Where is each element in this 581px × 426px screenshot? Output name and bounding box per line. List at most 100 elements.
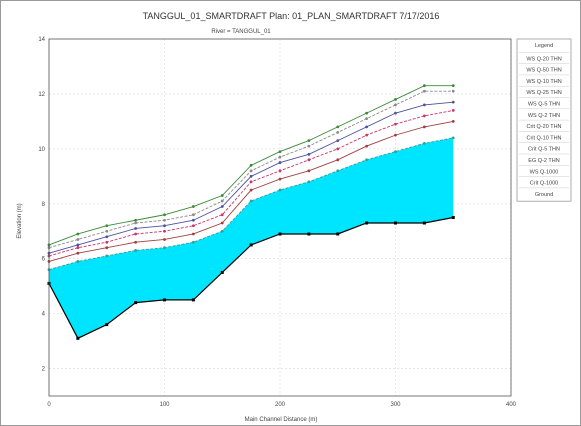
series-point (105, 246, 109, 250)
series-point (422, 103, 426, 107)
x-tick-label: 400 (506, 402, 517, 408)
y-tick-label: 8 (42, 202, 46, 208)
series-point (451, 109, 455, 112)
legend-item: Ground (535, 192, 553, 198)
series-point (105, 224, 109, 228)
y-tick-label: 12 (38, 92, 45, 98)
series-point (365, 133, 369, 137)
series-point (451, 89, 455, 93)
legend-item: WS Q-1000 (530, 169, 559, 175)
series-point (105, 235, 109, 239)
series-point (278, 177, 282, 181)
series-point (76, 260, 80, 263)
series-point (307, 144, 311, 148)
series-point (365, 125, 369, 129)
series-point (249, 174, 253, 178)
series-point (163, 224, 166, 228)
legend-item: WS Q-50 THN (526, 68, 561, 74)
x-tick-label: 0 (47, 402, 51, 408)
series-point (163, 229, 166, 233)
ground-point (249, 243, 253, 247)
legend-item: Crit Q-10 THN (526, 135, 561, 141)
series-point (365, 144, 369, 148)
ground-point (336, 232, 340, 236)
series-point (451, 100, 455, 104)
plot-frame (48, 38, 512, 397)
ground-point (394, 221, 397, 225)
series-point (163, 213, 166, 217)
series-point (422, 125, 426, 129)
series-point (191, 205, 195, 208)
x-tick-label: 300 (390, 402, 401, 408)
legend-item: WS Q-25 THN (526, 90, 561, 96)
series-point (163, 238, 166, 241)
ground-point (134, 301, 138, 305)
legend-item: WS Q-20 THN (526, 56, 561, 62)
y-axis-label: Elevation (m) (17, 203, 23, 238)
series-point (249, 199, 253, 203)
ground-point (365, 221, 369, 225)
series-point (394, 150, 397, 153)
series-point (249, 169, 253, 173)
series-point (365, 158, 369, 162)
series-point (307, 169, 311, 173)
series-point (134, 232, 138, 236)
series-point (278, 161, 282, 164)
series-point (191, 213, 195, 217)
ground-point (105, 323, 109, 327)
chart-subtitle: River = TANGGUL_01 (211, 29, 271, 35)
y-tick-label: 14 (38, 37, 45, 43)
x-axis-label: Main Channel Distance (m) (245, 417, 318, 423)
series-point (163, 218, 166, 222)
ground-point (191, 298, 195, 302)
series-point (76, 246, 80, 250)
series-point (220, 221, 224, 225)
series-point (336, 130, 340, 134)
series-point (336, 169, 340, 173)
ground-point (307, 232, 311, 236)
series-point (220, 229, 224, 233)
legend-item: EG Q-2 THN (528, 158, 559, 164)
series-point (105, 240, 109, 244)
series-point (191, 240, 195, 244)
ground-point (278, 232, 282, 236)
series-point (365, 117, 369, 121)
ground-point (451, 216, 455, 219)
series-point (134, 249, 138, 252)
series-point (336, 125, 340, 129)
series-point (134, 218, 138, 222)
series-point (105, 229, 109, 233)
ground-point (220, 270, 224, 274)
y-tick-label: 10 (38, 147, 45, 153)
series-point (451, 119, 455, 123)
y-tick-label: 4 (42, 312, 46, 318)
series-point (394, 133, 397, 137)
legend-item: Crit Q-5 THN (528, 147, 560, 153)
series-point (422, 114, 426, 118)
chart-title: TANGGUL_01_SMARTDRAFT Plan: 01_PLAN_SMAR… (143, 11, 440, 21)
series-point (249, 163, 253, 167)
x-tick-label: 100 (159, 402, 170, 408)
series-point (76, 251, 80, 255)
series-point (336, 158, 340, 162)
legend-item: Crit Q-20 THN (526, 124, 561, 130)
series-line (48, 137, 454, 271)
series-point (307, 158, 311, 162)
series-point (336, 147, 340, 151)
series-point (249, 188, 253, 192)
ground-point (163, 298, 166, 302)
series-point (105, 254, 109, 258)
series-point (365, 111, 369, 115)
legend-item: WS Q-2 THN (528, 113, 560, 119)
series-point (394, 98, 397, 101)
series-point (220, 213, 224, 217)
y-tick-label: 6 (42, 257, 46, 263)
ground-point (76, 336, 80, 340)
series-point (278, 169, 282, 173)
legend-item: Crit Q-1000 (530, 181, 558, 187)
series-point (307, 180, 311, 184)
y-tick-label: 2 (42, 367, 46, 373)
series-point (76, 232, 80, 236)
